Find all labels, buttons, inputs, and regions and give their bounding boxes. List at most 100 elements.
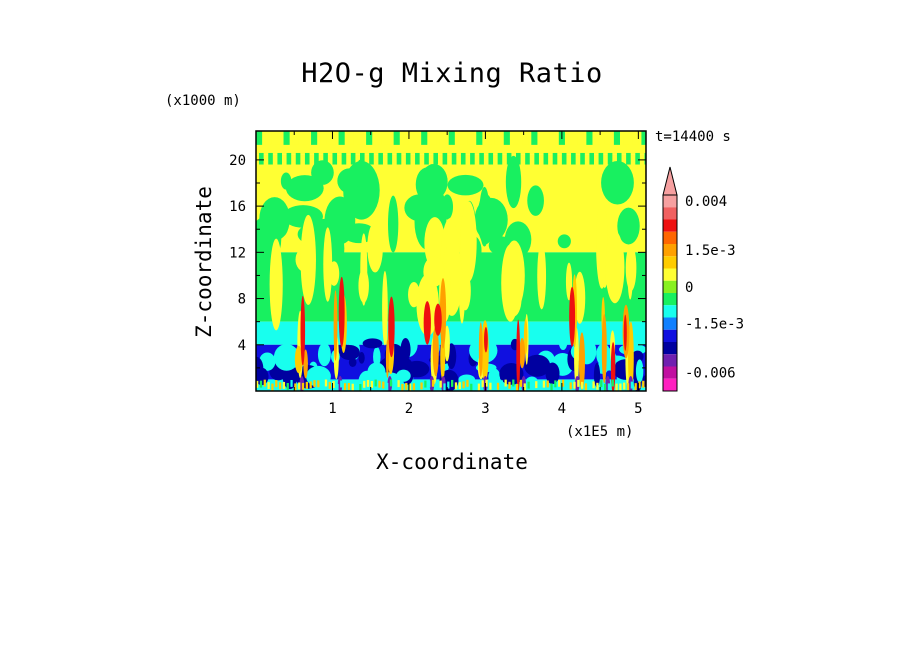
field-surface [401,383,404,391]
field-surface [408,383,412,391]
field-patch [285,175,324,202]
field-stripe [265,131,272,145]
colorbar-label: -0.006 [685,366,736,382]
field-patch [323,227,333,302]
field-stripe [586,131,593,145]
colorbar-swatch [663,354,677,367]
field-stripe [366,131,373,145]
field-stripe [350,152,356,165]
field-stripe [516,152,521,165]
field-surface [607,383,611,391]
field-patch [596,200,608,289]
field-surface [271,383,274,391]
field-stripe [286,152,292,165]
field-surface [355,383,358,391]
field-surface [600,380,603,388]
field-surface [286,383,289,390]
field-surface [294,383,297,391]
heatmap-field [256,131,646,391]
field-plume [338,276,345,348]
x-tick-label: 1 [328,401,336,417]
field-stripe [301,131,308,145]
field-stripe [451,152,457,165]
field-stripe [476,131,483,145]
field-surface [489,382,492,390]
field-surface [412,383,416,391]
field-surface [309,381,312,389]
field-surface [642,380,645,388]
field-patch [557,234,571,249]
field-plume [628,321,634,391]
field-surface [298,382,301,390]
x-axis-label: X-coordinate [376,450,528,474]
field-stripe [412,131,419,145]
field-patch [273,209,289,238]
field-stripe [424,152,429,165]
field-stripe [402,131,409,145]
field-surface [275,380,278,387]
x-unit-label: (x1E5 m) [566,424,634,440]
field-surface [592,381,595,389]
field-patch [447,174,484,196]
field-surface [328,381,331,389]
field-surface [531,379,534,387]
field-surface [485,379,488,387]
field-stripe [338,131,345,145]
field-surface [615,383,618,391]
colorbar-swatch [663,293,677,306]
field-stripe [568,131,575,145]
field-surface [324,379,328,387]
field-stripe [405,152,411,165]
field-patch [593,362,601,388]
field-surface [454,382,458,390]
colorbar-swatch [663,342,677,355]
field-surface [626,383,630,391]
field-stripe [485,131,492,145]
field-stripe [292,131,299,145]
field-surface [389,379,393,387]
field-patch [256,356,264,382]
field-surface [462,381,465,389]
field-surface [561,379,565,387]
colorbar-swatch [663,378,677,391]
field-plume [569,286,576,347]
field-surface [305,381,308,389]
field-stripe [623,131,630,145]
field-surface [397,380,400,388]
colorbar-swatch [663,268,677,281]
field-surface [336,384,339,391]
field-stripe [561,152,567,165]
field-plume [303,349,308,379]
colorbar-swatch [663,219,677,232]
field-surface [527,381,530,389]
x-tick-label: 4 [558,401,566,417]
field-stripe [531,131,538,145]
colorbar-label: 0.004 [685,194,727,210]
field-surface [573,381,576,389]
field-surface [428,380,431,388]
field-surface [546,380,549,388]
field-surface [386,382,389,390]
field-plume [423,301,431,345]
field-stripe [497,152,503,165]
field-stripe [320,131,327,145]
field-plume [601,314,607,384]
field-plume [388,296,395,358]
field-surface [619,383,622,391]
field-surface [458,382,461,390]
field-surface [351,383,354,391]
colorbar-swatch [663,195,677,208]
field-patch [367,221,383,273]
field-patch [360,233,368,306]
field-patch [459,271,471,311]
field-stripe [332,152,338,165]
field-plume [300,295,306,366]
y-tick-label: 4 [238,338,246,354]
field-patch [460,201,477,282]
field-stripe [393,131,400,145]
colorbar-swatch [663,244,677,257]
field-plume [294,345,303,374]
field-patch [423,256,445,287]
field-surface [470,383,473,391]
field-surface [278,382,282,390]
